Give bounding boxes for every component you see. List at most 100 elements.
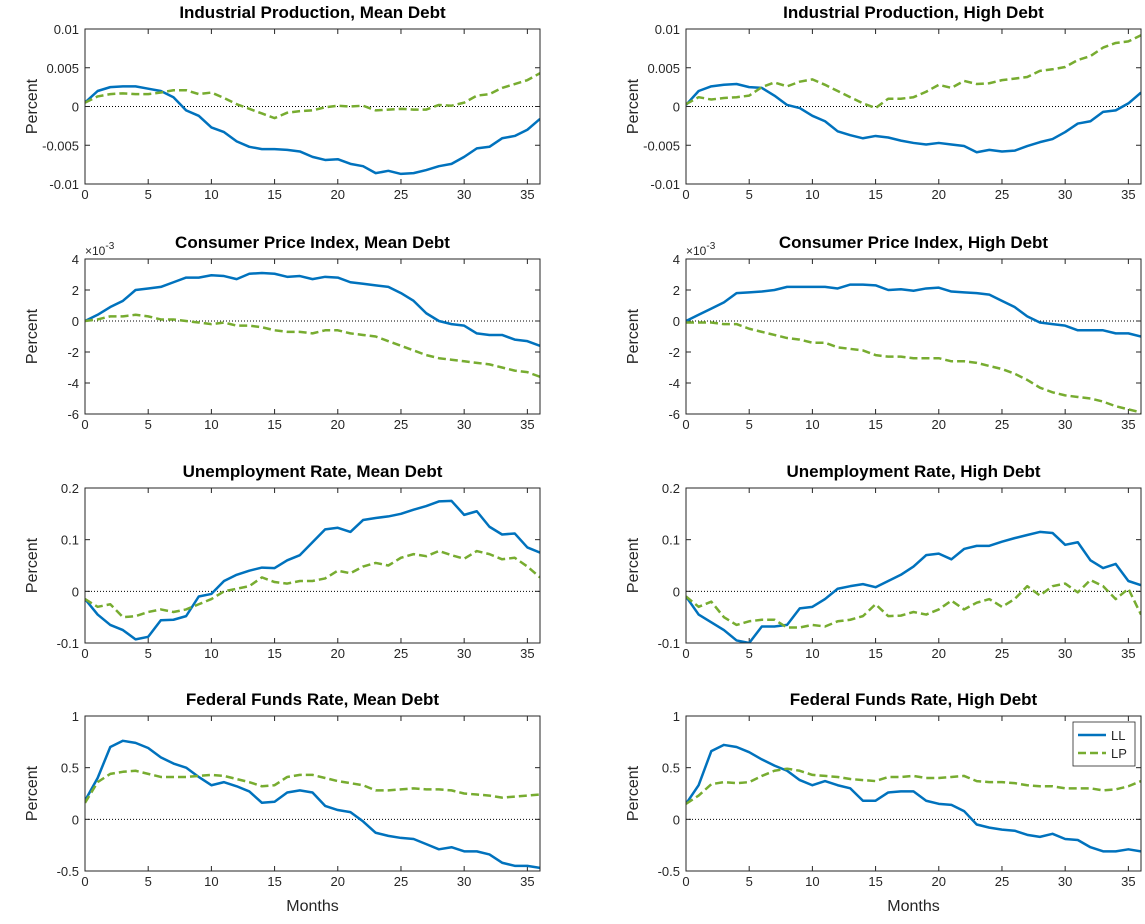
- x-tick-label: 10: [805, 874, 819, 889]
- axes-box: [84, 28, 541, 185]
- series-line: [686, 321, 1141, 414]
- x-tick-label: 15: [868, 187, 882, 202]
- y-tick-label: 0: [673, 100, 680, 115]
- multiplier-exponent: -3: [105, 241, 114, 252]
- series-line: [686, 82, 1141, 154]
- plot-area: [686, 716, 1141, 871]
- subplot-title: Federal Funds Rate, Mean Debt: [186, 690, 439, 709]
- subplot-title: Unemployment Rate, High Debt: [786, 462, 1040, 481]
- y-tick-label: 2: [673, 283, 680, 298]
- x-tick-label: 15: [267, 646, 281, 661]
- x-tick-label: 5: [746, 417, 753, 432]
- x-tick-label: 15: [868, 417, 882, 432]
- subplot: Industrial Production, High Debt 0 5 10 15 20…: [625, 3, 1142, 202]
- y-tick-label: 4: [673, 252, 680, 267]
- x-tick-label: 5: [746, 646, 753, 661]
- x-tick-label: 10: [204, 187, 218, 202]
- multiplier-base: ×10: [686, 244, 707, 258]
- x-tick-label: 35: [520, 874, 534, 889]
- series-line: [85, 739, 540, 870]
- multiplier-base: ×10: [85, 244, 106, 258]
- x-tick-label: 30: [1058, 187, 1072, 202]
- y-tick-label: 0: [72, 314, 79, 329]
- series-line: [85, 499, 540, 641]
- lines: [686, 743, 1141, 853]
- y-tick-label: 0: [72, 812, 79, 827]
- subplot-title: Consumer Price Index, Mean Debt: [175, 233, 450, 252]
- plot-area: [85, 259, 540, 414]
- y-tick-label: 0.005: [647, 61, 680, 76]
- axes-box: [685, 28, 1142, 185]
- x-tick-label: 35: [520, 646, 534, 661]
- y-tick-label: 0.01: [54, 22, 79, 37]
- lines: [686, 283, 1141, 414]
- axis-multiplier: ×10-3: [85, 241, 115, 258]
- y-tick-label: 4: [72, 252, 79, 267]
- y-axis-label: Percent: [24, 765, 41, 821]
- x-tick-label: 0: [81, 646, 88, 661]
- axes-box: [685, 715, 1142, 872]
- legend: LL LP: [1072, 721, 1136, 767]
- x-tick-label: 20: [331, 187, 345, 202]
- series-line: [85, 72, 540, 120]
- series-line: [85, 549, 540, 619]
- legend-label: LP: [1111, 746, 1127, 761]
- x-tick-label: 0: [81, 417, 88, 432]
- x-tick-label: 0: [682, 417, 689, 432]
- axes-box: [84, 715, 541, 872]
- series-line: [85, 271, 540, 347]
- x-tick-label: 0: [682, 646, 689, 661]
- axes-box: [685, 258, 1142, 415]
- series-line: [686, 578, 1141, 629]
- y-tick-label: 0.1: [61, 533, 79, 548]
- x-tick-label: 35: [520, 187, 534, 202]
- y-tick-label: 2: [72, 283, 79, 298]
- y-tick-label: -6: [67, 407, 79, 422]
- y-tick-label: 0: [673, 812, 680, 827]
- y-tick-label: 1: [72, 709, 79, 724]
- x-tick-label: 5: [145, 874, 152, 889]
- x-axis-label: Months: [887, 898, 939, 915]
- y-tick-label: 0.5: [61, 761, 79, 776]
- y-tick-label: 0.5: [662, 761, 680, 776]
- x-tick-label: 10: [204, 646, 218, 661]
- lines: [85, 72, 540, 176]
- x-tick-label: 10: [204, 874, 218, 889]
- y-tick-label: 0: [72, 100, 79, 115]
- x-tick-label: 30: [457, 646, 471, 661]
- y-tick-label: 0: [673, 314, 680, 329]
- x-axis-label: Months: [286, 898, 338, 915]
- lines: [686, 34, 1141, 154]
- x-tick-label: 20: [932, 646, 946, 661]
- x-tick-label: 15: [267, 187, 281, 202]
- y-tick-label: 0.005: [46, 61, 79, 76]
- plot-area: [686, 259, 1141, 414]
- subplot-title: Consumer Price Index, High Debt: [779, 233, 1049, 252]
- x-tick-label: 0: [81, 874, 88, 889]
- x-tick-label: 10: [805, 646, 819, 661]
- subplot-title: Federal Funds Rate, High Debt: [790, 690, 1038, 709]
- y-axis-label: Percent: [625, 78, 642, 134]
- y-tick-label: -0.01: [49, 177, 79, 192]
- x-tick-label: 5: [145, 187, 152, 202]
- legend-label: LL: [1111, 728, 1125, 743]
- y-tick-label: -0.005: [42, 138, 79, 153]
- series-line: [686, 283, 1141, 338]
- x-tick-label: 0: [682, 187, 689, 202]
- subplot: Industrial Production, Mean Debt 0 5 10 15 20…: [24, 3, 541, 202]
- x-tick-label: 25: [394, 874, 408, 889]
- y-axis-label: Percent: [24, 537, 41, 593]
- subplot-title: Industrial Production, High Debt: [783, 3, 1044, 22]
- y-tick-label: -0.01: [650, 177, 680, 192]
- y-tick-label: -4: [67, 376, 79, 391]
- x-tick-label: 10: [805, 187, 819, 202]
- y-axis-label: Percent: [24, 78, 41, 134]
- series-line: [686, 34, 1141, 110]
- legend-box: [1072, 721, 1136, 767]
- x-tick-label: 5: [145, 417, 152, 432]
- y-tick-label: -0.005: [643, 138, 680, 153]
- x-tick-label: 20: [932, 417, 946, 432]
